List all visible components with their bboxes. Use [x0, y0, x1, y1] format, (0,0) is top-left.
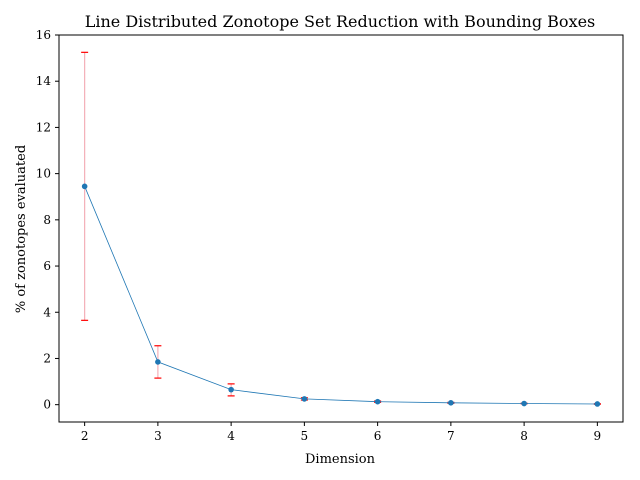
data-point: [228, 386, 234, 393]
error-bars: [81, 51, 601, 405]
x-tick-label: 6: [374, 429, 382, 443]
data-points: [81, 183, 601, 407]
data-point: [81, 183, 88, 190]
x-tick-label: 3: [154, 429, 162, 443]
y-tick-label: 4: [43, 305, 51, 319]
x-tick-label: 9: [594, 429, 602, 443]
x-tick-label: 2: [81, 429, 89, 443]
y-tick-label: 12: [36, 120, 51, 134]
x-tick-label: 5: [301, 429, 309, 443]
x-tick-label: 8: [520, 429, 528, 443]
data-point: [521, 400, 527, 407]
chart-title: Line Distributed Zonotope Set Reduction …: [85, 12, 596, 31]
data-point: [448, 400, 454, 406]
y-tick-label: 14: [36, 74, 52, 88]
y-tick-label: 8: [43, 213, 51, 227]
y-tick-label: 10: [36, 167, 51, 181]
series-line: [84, 186, 598, 405]
plot-area-frame: [58, 34, 624, 423]
data-point: [301, 396, 308, 402]
x-axis-label: Dimension: [305, 452, 376, 467]
y-tick-label: 16: [36, 28, 51, 42]
data-point: [374, 398, 381, 405]
y-axis-ticks: 0 2 4 6 8 10 12 14 16: [36, 28, 59, 412]
data-point: [594, 401, 601, 407]
data-point: [155, 359, 161, 365]
y-axis-label: % of zonotopes evaluated: [14, 145, 29, 313]
x-tick-label: 7: [447, 429, 455, 443]
x-axis-ticks: 2 3 4 5 6 7 8 9: [81, 422, 601, 443]
series-lines: [84, 186, 598, 405]
y-tick-label: 0: [43, 398, 51, 412]
y-tick-label: 2: [43, 351, 51, 365]
x-tick-label: 4: [227, 429, 235, 443]
y-tick-label: 6: [43, 259, 51, 273]
